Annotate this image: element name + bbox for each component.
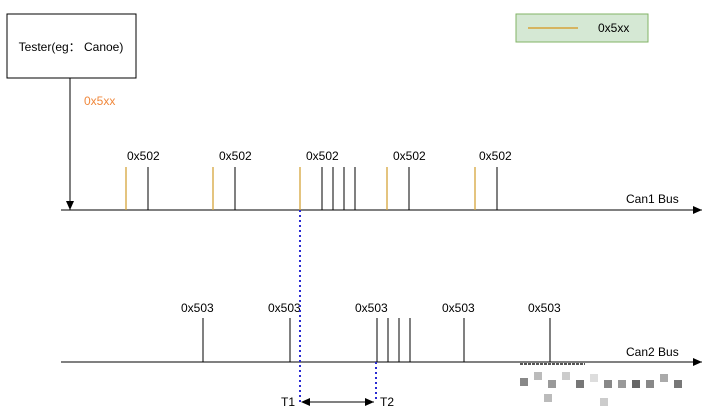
legend-label: 0x5xx — [598, 21, 629, 35]
can1-frame-group: 0x502 — [386, 149, 426, 210]
can2-label: Can2 Bus — [626, 345, 679, 359]
can1-frame-label: 0x502 — [306, 149, 339, 163]
can1-frames: 0x502 0x502 0x502 0x502 0x502 — [125, 149, 512, 210]
watermark-pixel — [520, 378, 528, 386]
can2-frames: 0x503 0x503 0x503 0x503 0x503 — [181, 301, 561, 362]
watermark-pixel — [632, 380, 640, 388]
injected-label: 0x5xx — [84, 94, 115, 108]
can2-frame-group: 0x503 — [268, 301, 301, 362]
watermark-pixel — [576, 380, 584, 388]
can1-frame-label: 0x502 — [127, 149, 160, 163]
can1-frame-group: 0x502 — [212, 149, 252, 210]
watermark-pixel — [590, 374, 598, 382]
watermark-pixel — [548, 380, 556, 388]
watermark-pixel — [660, 374, 668, 382]
tester-node: Tester(eg： Canoe) — [6, 13, 137, 79]
can1-frame-label: 0x502 — [479, 149, 512, 163]
can2-bus: Can2 Bus 0x503 0x503 0x503 0x503 0x503 — [61, 301, 702, 366]
watermark — [520, 363, 682, 406]
can1-frame-group: 0x502 — [474, 149, 512, 210]
can2-frame-label: 0x503 — [181, 301, 214, 315]
watermark-pixel — [544, 394, 552, 402]
watermark-pixel — [674, 380, 682, 388]
timing-markers: T1 T2 — [281, 210, 394, 409]
can2-frame-group: 0x503 — [355, 301, 411, 362]
legend: 0x5xx — [515, 13, 649, 43]
can2-frame-group: 0x503 — [181, 301, 214, 362]
can2-frame-label: 0x503 — [442, 301, 475, 315]
t2-label: T2 — [380, 395, 394, 409]
can2-frame-label: 0x503 — [268, 301, 301, 315]
can2-frame-group: 0x503 — [528, 301, 561, 362]
tester-box — [6, 13, 137, 79]
watermark-pixel — [534, 372, 542, 380]
can2-frame-label: 0x503 — [528, 301, 561, 315]
t1-label: T1 — [281, 395, 295, 409]
can2-frame-group: 0x503 — [442, 301, 475, 362]
can1-frame-label: 0x502 — [393, 149, 426, 163]
can2-frame-label: 0x503 — [355, 301, 388, 315]
tester-label: Tester(eg： Canoe) — [19, 40, 124, 54]
can1-label: Can1 Bus — [626, 192, 679, 206]
watermark-pixel — [618, 380, 626, 388]
can1-frame-group: 0x502 — [299, 149, 356, 210]
watermark-pixel — [562, 372, 570, 380]
can1-bus: Can1 Bus 0x502 0x502 0x502 0x502 0x502 — [61, 149, 702, 214]
watermark-pixel — [604, 380, 612, 388]
can1-frame-group: 0x502 — [125, 149, 160, 210]
watermark-pixel — [646, 380, 654, 388]
watermark-pixel — [600, 398, 608, 406]
can1-frame-label: 0x502 — [219, 149, 252, 163]
